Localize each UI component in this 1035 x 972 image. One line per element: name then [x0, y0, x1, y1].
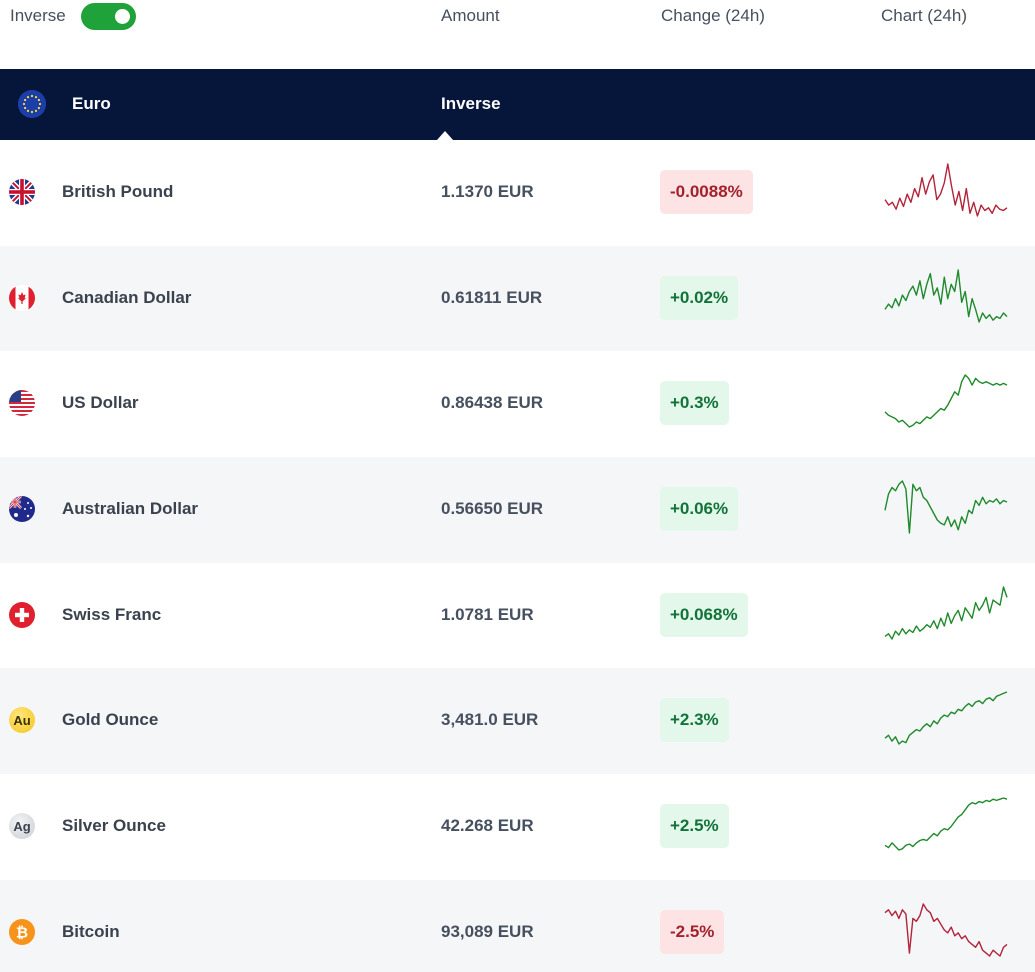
currency-row[interactable]: Ag Silver Ounce 42.268 EUR +2.5%: [0, 774, 1035, 880]
currency-row[interactable]: Au Gold Ounce 3,481.0 EUR +2.3%: [0, 668, 1035, 775]
currency-name: Gold Ounce: [62, 710, 159, 730]
change-column-header: Change (24h): [661, 6, 765, 25]
gold-icon: Au: [9, 707, 35, 734]
svg-text:₿: ₿: [16, 923, 28, 941]
sparkline-line: [884, 691, 1008, 746]
currency-row[interactable]: British Pound 1.1370 EUR -0.0088%: [0, 140, 1035, 246]
currency-name: US Dollar: [62, 393, 139, 413]
us-flag-icon: [9, 390, 35, 417]
inverse-label: Inverse: [10, 6, 66, 25]
sparkline-chart: [884, 374, 1008, 429]
sparkline-line: [884, 586, 1008, 640]
ch-flag-icon: [9, 601, 35, 628]
uk-flag-icon: [9, 179, 35, 205]
inverse-toggle[interactable]: [81, 3, 136, 30]
currency-amount: 1.1370 EUR: [441, 182, 534, 201]
currency-amount: 0.86438 EUR: [441, 393, 544, 413]
currency-name: British Pound: [62, 182, 174, 201]
currency-amount: 93,089 EUR: [441, 921, 534, 941]
sparkline-chart: [884, 268, 1008, 323]
currency-amount: 42.268 EUR: [441, 816, 534, 836]
change-badge: +0.02%: [660, 275, 739, 320]
currency-row[interactable]: Swiss Franc 1.0781 EUR +0.068%: [0, 563, 1035, 669]
change-badge: +0.06%: [660, 487, 739, 532]
sparkline-chart: [884, 163, 1008, 217]
amount-column-header: Amount: [441, 6, 500, 25]
au-flag-icon: [9, 496, 35, 523]
toggle-knob: [115, 9, 130, 24]
table-header: Inverse Amount Change (24h) Chart (24h): [0, 0, 1035, 69]
currency-amount: 0.61811 EUR: [441, 287, 543, 307]
ca-flag-icon: [9, 284, 35, 311]
sparkline-chart: [884, 586, 1008, 640]
eu-flag-icon: [18, 90, 46, 118]
currency-name: Silver Ounce: [62, 816, 166, 836]
sparkline-chart: [884, 691, 1008, 746]
currency-amount: 3,481.0 EUR: [441, 710, 539, 730]
sparkline-chart: [884, 903, 1008, 957]
base-currency-row[interactable]: Euro Inverse: [0, 69, 1035, 140]
sparkline-line: [884, 797, 1008, 851]
currency-name: Bitcoin: [62, 921, 120, 941]
sparkline-line: [884, 903, 1008, 957]
currency-amount: 0.56650 EUR: [441, 499, 544, 519]
currency-name: Canadian Dollar: [62, 287, 192, 307]
silver-icon: Ag: [9, 813, 35, 840]
currency-row[interactable]: Australian Dollar 0.56650 EUR +0.06%: [0, 457, 1035, 563]
base-currency-name: Euro: [72, 94, 111, 113]
change-badge: +2.5%: [660, 804, 729, 849]
sparkline-chart: [884, 797, 1008, 851]
inverse-tab[interactable]: Inverse: [441, 94, 501, 113]
sparkline-line: [884, 268, 1008, 323]
change-badge: +2.3%: [660, 698, 729, 743]
chart-column-header: Chart (24h): [881, 6, 967, 25]
currency-amount: 1.0781 EUR: [441, 604, 534, 624]
currency-name: Swiss Franc: [62, 604, 162, 624]
change-badge: +0.068%: [660, 592, 748, 637]
change-badge: -2.5%: [660, 909, 725, 954]
change-badge: -0.0088%: [660, 170, 753, 214]
sparkline-line: [884, 374, 1008, 429]
sparkline-line: [884, 480, 1008, 534]
currency-list: British Pound 1.1370 EUR -0.0088% Canadian …: [0, 140, 1035, 972]
currency-name: Australian Dollar: [62, 499, 199, 519]
sparkline-chart: [884, 480, 1008, 534]
sparkline-line: [884, 163, 1008, 217]
bitcoin-icon: ₿: [9, 918, 35, 945]
currency-row[interactable]: ₿ Bitcoin 93,089 EUR -2.5%: [0, 879, 1035, 972]
change-badge: +0.3%: [660, 381, 729, 426]
currency-row[interactable]: US Dollar 0.86438 EUR +0.3%: [0, 351, 1035, 457]
caret-up-icon: [437, 131, 453, 140]
currency-row[interactable]: Canadian Dollar 0.61811 EUR +0.02%: [0, 245, 1035, 352]
